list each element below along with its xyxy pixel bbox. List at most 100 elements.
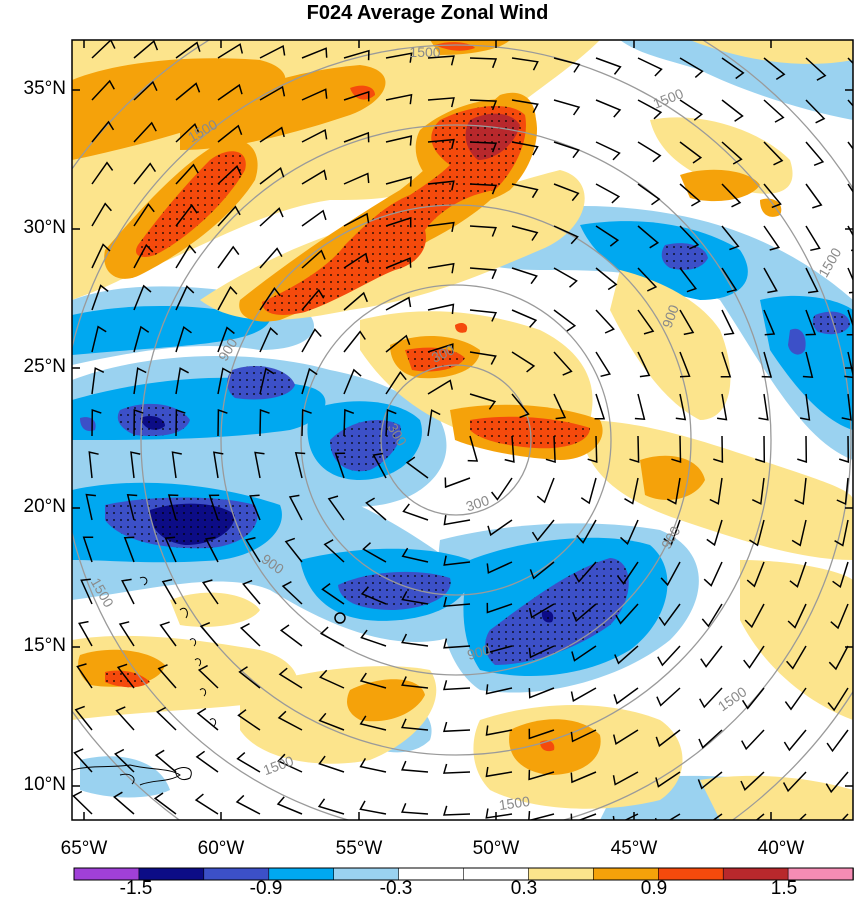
wind-barb [217, 326, 235, 353]
wind-barb [553, 393, 567, 420]
range-ring [220, 204, 692, 676]
wind-barb [595, 267, 618, 291]
wind-barb [401, 633, 429, 647]
colorbar-label: -0.9 [249, 878, 283, 899]
wind-barb [118, 621, 135, 647]
wind-barb [572, 603, 597, 623]
colorbar-label: 1.5 [770, 878, 798, 899]
lon-label: 55°W [335, 838, 383, 859]
wind-barb [442, 805, 471, 816]
wind-barb [825, 771, 849, 794]
wind-barb [491, 477, 513, 501]
lon-label: 60°W [197, 838, 245, 859]
wind-barb [301, 209, 327, 227]
wind-barb [741, 729, 765, 751]
wind-barb [372, 452, 387, 479]
wind-barb [175, 122, 200, 143]
wind-barb [528, 728, 555, 740]
wind-barb [791, 519, 807, 547]
wind-barb [277, 753, 303, 773]
wind-barb [511, 57, 539, 71]
wind-barb [679, 99, 703, 121]
wind-barb [217, 43, 244, 59]
wind-barb [133, 121, 157, 143]
wind-barb [634, 393, 646, 421]
range-ring [300, 284, 612, 596]
wind-barb [237, 709, 261, 731]
wind-barb [679, 351, 691, 378]
wind-barb [359, 758, 387, 773]
wind-barb [830, 603, 849, 630]
wind-barb [595, 141, 621, 161]
wind-barb [511, 267, 538, 285]
wind-barb [444, 477, 471, 489]
wind-barb [612, 813, 639, 820]
wind-barb [698, 729, 723, 749]
wind-barb [91, 120, 115, 143]
wind-barb [91, 243, 111, 269]
wind-barb [486, 561, 513, 574]
wind-barb [660, 561, 681, 587]
wind-barb [794, 477, 807, 505]
wind-barb [121, 578, 135, 605]
wind-barb [385, 408, 397, 437]
wind-barb [836, 477, 849, 506]
wind-barb [343, 172, 370, 185]
wind-barb [485, 725, 513, 736]
wind-barb [755, 435, 766, 464]
wind-barb [157, 664, 177, 689]
wind-barb [217, 83, 243, 101]
wind-barb [360, 586, 387, 605]
wind-barb [805, 141, 825, 166]
wind-barb [671, 435, 682, 464]
wind-barb [553, 99, 581, 116]
wind-barb [614, 645, 639, 665]
wind-barb [405, 456, 429, 479]
wind-barb [545, 435, 556, 464]
wind-barb [612, 729, 639, 745]
wind-barb [279, 624, 303, 647]
wind-barb [826, 729, 849, 753]
lon-label: 65°W [60, 838, 108, 859]
wind-barb [360, 629, 387, 647]
wind-barb [133, 325, 150, 353]
wind-barb [656, 687, 681, 707]
chart-title: F024 Average Zonal Wind [306, 2, 549, 24]
wind-barb [319, 669, 345, 689]
wind-barb [749, 519, 765, 547]
wind-barb [133, 408, 144, 437]
lat-label: 25°N [23, 356, 66, 377]
wind-barb [164, 536, 177, 563]
wind-barb [763, 141, 784, 166]
wind-barb [91, 284, 109, 311]
wind-barb [401, 590, 429, 605]
wind-barb [701, 603, 723, 628]
wind-barb [318, 712, 345, 731]
wind-barb [301, 367, 318, 395]
wind-barb [570, 813, 597, 820]
wind-barb [529, 561, 555, 580]
wind-barb [427, 138, 455, 149]
wind-barb [91, 161, 114, 185]
wind-barb [629, 435, 640, 464]
wind-barb [343, 252, 369, 269]
wind-barb [657, 645, 681, 667]
wind-barb [175, 244, 197, 269]
wind-barb [469, 267, 497, 280]
wind-barb [637, 267, 658, 292]
wind-barb [743, 645, 765, 669]
wind-barb [469, 57, 498, 69]
wind-barb [595, 225, 620, 247]
wind-barb [655, 771, 681, 788]
wind-barb [536, 477, 555, 504]
lon-label: 40°W [757, 838, 805, 859]
wind-barb [259, 207, 284, 227]
wind-barb [327, 495, 345, 521]
wind-barb [317, 798, 345, 815]
wind-barb [238, 666, 261, 689]
colorbar-label: 0.3 [510, 878, 538, 899]
wind-barb [281, 581, 303, 605]
wind-barb [175, 204, 198, 227]
wind-barb [637, 309, 655, 335]
